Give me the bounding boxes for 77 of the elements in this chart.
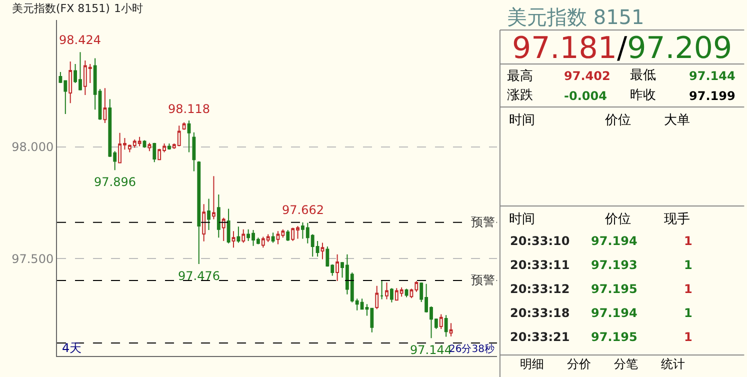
annotation: 98.118 [168,102,210,116]
candlestick [212,176,216,220]
annotation: 97.662 [282,203,324,217]
text: 最低 [630,68,656,83]
candlestick [148,142,152,152]
annotation: 98.424 [59,33,101,47]
ref-line-label: 预警 [471,273,495,287]
candlestick [192,132,196,172]
text: 1 [684,330,692,344]
text: 昨收 [630,88,656,103]
candlestick [320,242,324,260]
text: -0.004 [564,89,607,103]
candlestick [232,230,236,248]
candlestick [444,314,448,338]
text: 涨跌 [507,88,533,103]
text: 97.195 [591,330,638,344]
candlestick [207,198,210,230]
candlestick [187,120,191,153]
text: 大单 [664,113,690,128]
text: 统计 [661,357,685,371]
annotation: 26分38秒 [449,343,494,355]
candlestick [236,226,240,244]
text: 1 [684,258,692,272]
candlestick [182,122,186,130]
y-tick-label: 97.500 [12,252,54,266]
text: 价位 [604,113,631,128]
text: 20:33:21 [510,330,570,344]
chart-title: 美元指数(FX 8151) [12,2,110,15]
candlestick [168,143,171,150]
candlestick [336,254,340,282]
text: 97.402 [564,69,610,83]
candlestick [202,204,206,242]
text: 97.199 [689,89,736,103]
candlestick [226,208,230,244]
candlestick [375,285,379,310]
candlestick [216,194,220,238]
text: 1 [684,282,692,296]
annotation: 97.476 [178,269,220,283]
text: 时间 [509,113,535,128]
candlestick [390,288,394,303]
candlestick [385,282,388,300]
annotation: 4天 [62,341,82,355]
candlestick [286,230,290,242]
candlestick [152,142,156,163]
text: 最高 [507,68,533,84]
text: 1 [684,306,692,320]
candlestick [439,314,443,330]
text: 97.144 [689,69,736,83]
text: 分价 [567,357,591,371]
candlestick [197,160,201,264]
candlestick [271,232,275,244]
text: 97.181/97.209 [512,31,732,66]
text: 时间 [509,212,535,227]
text: 20:33:11 [510,258,570,272]
text: 20:33:18 [510,306,570,320]
candlestick [103,88,107,124]
ref-line-label: 预警 [471,215,495,229]
text: 97.194 [591,234,638,248]
candlestick [68,61,72,104]
candlestick [242,228,246,244]
text: 美元指数 8151 [507,5,644,29]
text: 97.195 [591,282,638,296]
candlestick [222,217,226,242]
annotation: 97.896 [94,175,136,189]
text: 97.194 [591,306,638,320]
text: 20:33:12 [510,282,570,296]
candlestick [380,280,384,300]
text: 价位 [604,212,631,227]
text: 20:33:10 [510,234,570,248]
text: 97.193 [591,258,638,272]
candlestick [449,322,453,337]
text: 分笔 [614,357,638,371]
text: 1 [684,234,692,248]
text: 明细 [520,357,544,371]
text: 现手 [664,212,690,227]
chart-subtitle: 1小时 [114,2,143,15]
y-tick-label: 98.000 [12,140,54,154]
